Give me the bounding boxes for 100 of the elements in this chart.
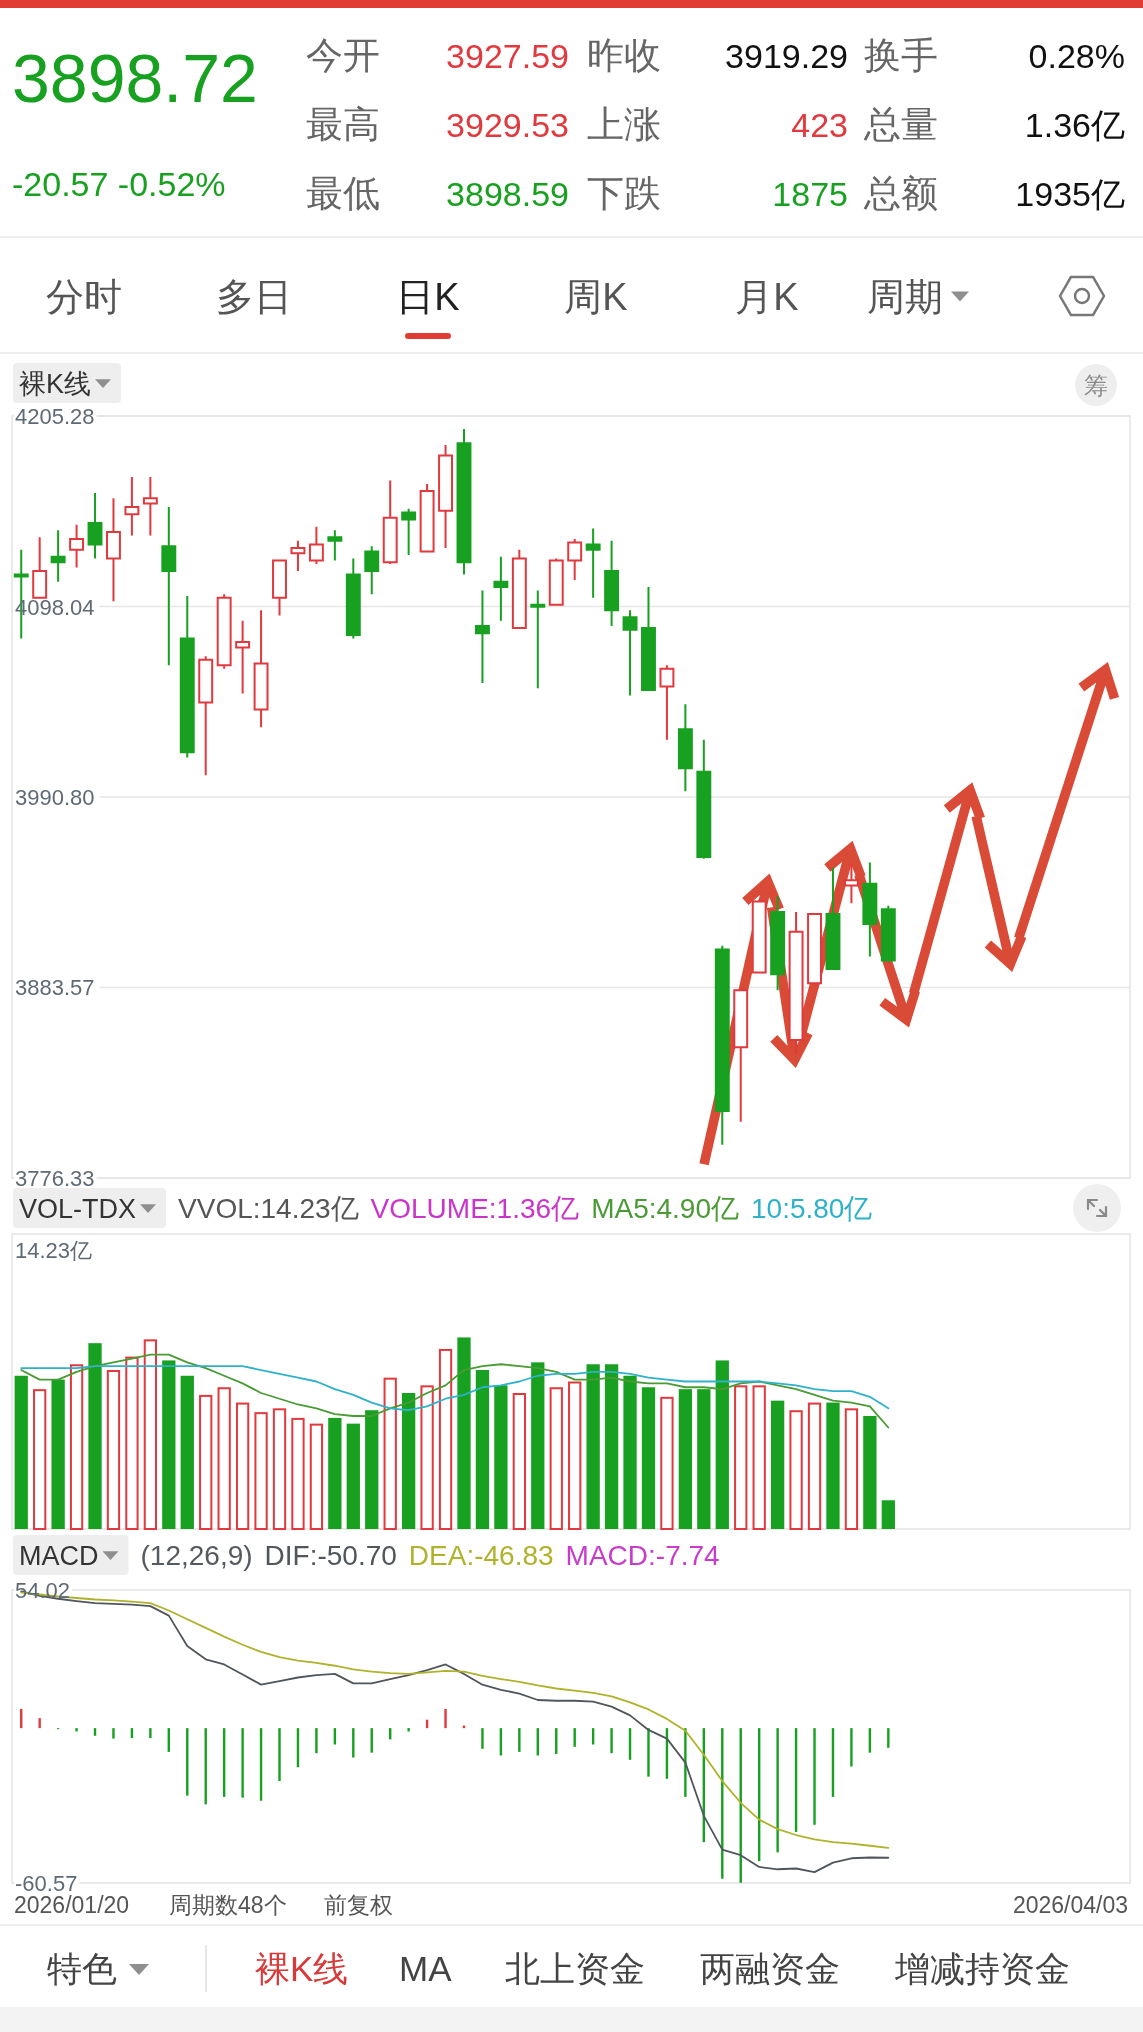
candlestick: [106, 497, 121, 603]
bar: [586, 1364, 600, 1529]
candlestick: [511, 548, 527, 629]
candlestick: [474, 589, 490, 684]
text: 3919.29: [725, 37, 848, 75]
candlestick: [622, 609, 638, 697]
text: DIF:-50.70: [264, 1540, 397, 1571]
text: 周期数48个: [169, 1892, 287, 1918]
candlestick: [124, 475, 140, 537]
candlestick: [272, 559, 287, 617]
bar: [278, 1728, 281, 1782]
y-tick-label: 3776.33: [15, 1166, 95, 1191]
bar: [241, 1728, 244, 1798]
text: 特色: [47, 1949, 117, 1988]
text: 3929.53: [446, 106, 569, 144]
bar: [162, 1360, 176, 1529]
candlestick: [308, 525, 324, 565]
chart-title: 裸K线: [19, 369, 92, 399]
text: 2026/04/03: [1012, 1892, 1128, 1918]
text: 1.36亿: [1024, 106, 1125, 144]
bar: [75, 1728, 78, 1732]
candlestick: [438, 443, 453, 549]
text: 筹: [1084, 372, 1108, 399]
bar: [365, 1410, 379, 1529]
candlestick: [880, 904, 896, 962]
candlestick: [198, 655, 214, 777]
candlestick: [235, 619, 251, 695]
candlestick: [862, 861, 878, 958]
candlestick: [345, 557, 361, 640]
candlestick: [253, 609, 269, 729]
candlestick: [87, 491, 103, 560]
text: 3898.72: [12, 40, 258, 116]
text: 分时: [46, 276, 122, 318]
bar: [328, 1417, 342, 1529]
bar: [494, 1385, 508, 1529]
y-tick-label: 4205.28: [15, 404, 95, 429]
bar: [715, 1360, 729, 1529]
chart-title: MACD: [19, 1541, 99, 1571]
bar: [518, 1728, 521, 1752]
bar: [407, 1728, 410, 1732]
candlestick: [290, 539, 306, 573]
text: DEA:-46.83: [408, 1540, 554, 1571]
bar: [88, 1343, 102, 1529]
bar: [813, 1728, 816, 1825]
bar: [14, 1375, 28, 1529]
text: -20.57 -0.52%: [12, 165, 226, 203]
text: 日K: [396, 276, 460, 318]
text: 周K: [564, 276, 628, 318]
candlestick: [401, 507, 417, 557]
bar: [881, 1500, 895, 1529]
text: VVOL:14.23亿: [178, 1193, 359, 1224]
candlestick: [677, 703, 693, 793]
bar: [51, 1379, 65, 1529]
bar: [863, 1415, 877, 1529]
text: 3927.59: [446, 37, 569, 75]
candlestick: [530, 589, 546, 690]
text: 10:5.80亿: [750, 1193, 873, 1224]
candlestick: [179, 594, 195, 759]
y-tick-label: 3990.80: [15, 785, 95, 811]
text: 换手: [864, 35, 938, 76]
candlestick: [32, 536, 48, 599]
bar: [623, 1375, 637, 1529]
text: 多日: [216, 276, 292, 318]
bar: [346, 1423, 360, 1529]
candlestick: [696, 738, 712, 860]
candlestick: [216, 593, 232, 670]
bar: [38, 1718, 41, 1729]
bar: [826, 1402, 840, 1529]
bar: [604, 1364, 619, 1529]
bar: [481, 1728, 484, 1749]
bar: [647, 1728, 650, 1777]
candlestick: [327, 529, 343, 562]
y-tick-label: 3883.57: [15, 975, 95, 1001]
candlestick: [419, 483, 435, 553]
bar: [180, 1375, 194, 1529]
text: 昨收: [587, 35, 661, 76]
bar: [112, 1728, 115, 1739]
bar: [697, 1389, 711, 1529]
candlestick: [770, 895, 786, 992]
text: 下跌: [587, 173, 661, 214]
candlestick: [585, 527, 601, 599]
bar: [684, 1728, 687, 1797]
text: 增减持资金: [894, 1949, 1070, 1988]
bar: [444, 1708, 447, 1729]
bar: [457, 1337, 471, 1529]
candlestick: [714, 944, 730, 1146]
text: 最高: [306, 104, 380, 145]
text: 1875: [772, 175, 848, 213]
candlestick: [161, 506, 177, 667]
candlestick: [751, 898, 767, 974]
candlestick: [50, 529, 66, 583]
candlestick: [548, 557, 564, 606]
chart-title: VOL-TDX: [19, 1194, 137, 1224]
bar: [641, 1387, 656, 1529]
text: MACD:-7.74: [565, 1540, 720, 1571]
candlestick: [69, 523, 85, 569]
bar: [887, 1728, 890, 1748]
text: 上涨: [587, 104, 661, 145]
text: VOLUME:1.36亿: [370, 1193, 580, 1224]
text: 14.23亿: [15, 1238, 93, 1263]
